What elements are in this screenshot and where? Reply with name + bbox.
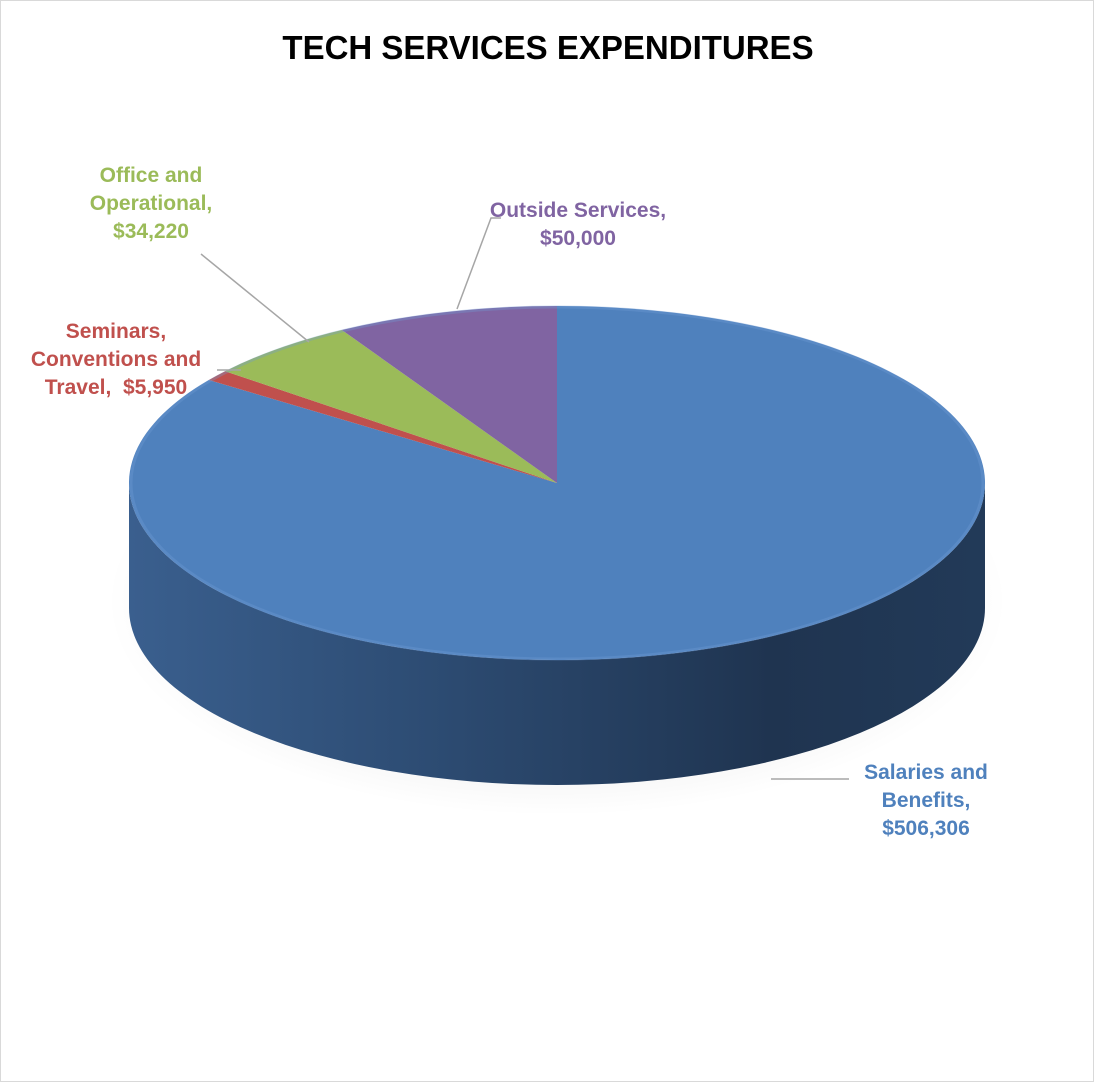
label-line: Travel, $5,950 xyxy=(45,376,187,399)
slice-outside-services[interactable] xyxy=(341,306,557,483)
data-labels: Salaries and Benefits, $506,306 Seminars, Co… xyxy=(31,164,988,840)
slice-office-and-operational[interactable] xyxy=(225,329,557,483)
leader-outside-services xyxy=(456,217,501,310)
label-line: Salaries and xyxy=(864,761,988,784)
leader-office-and-operational xyxy=(200,253,310,343)
slice-side-salaries-and-benefits xyxy=(129,483,985,785)
label-seminars-conventions-and-travel: Seminars, Conventions and Travel, $5,950 xyxy=(31,320,201,399)
label-line: Conventions and xyxy=(31,348,201,371)
label-line: Operational, xyxy=(90,192,213,215)
label-salaries-and-benefits: Salaries and Benefits, $506,306 xyxy=(864,761,988,840)
label-line: $506,306 xyxy=(882,817,970,840)
slice-salaries-and-benefits[interactable] xyxy=(128,306,985,661)
label-line: Benefits, xyxy=(882,789,971,812)
slice-seminars-conventions-and-travel[interactable] xyxy=(208,371,558,483)
label-line: $34,220 xyxy=(113,220,189,243)
pie-rim xyxy=(129,305,985,661)
label-line: $50,000 xyxy=(540,227,616,250)
label-office-and-operational: Office and Operational, $34,220 xyxy=(90,164,213,243)
leader-lines xyxy=(200,217,849,780)
pie-slices xyxy=(128,305,985,785)
label-line: Outside Services, xyxy=(490,199,666,222)
label-line: Seminars, xyxy=(66,320,166,343)
label-line: Office and xyxy=(100,164,203,187)
label-outside-services: Outside Services, $50,000 xyxy=(490,199,666,250)
chart-title: TECH SERVICES EXPENDITURES xyxy=(282,29,814,66)
